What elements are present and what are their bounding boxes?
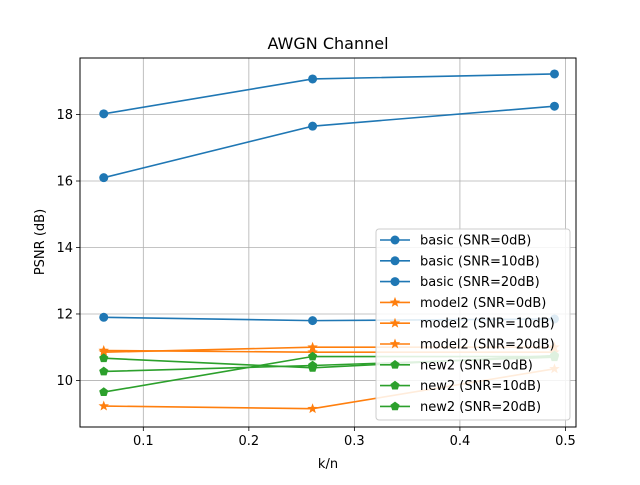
legend-entry: new2 (SNR=20dB) xyxy=(380,400,541,415)
y-tick-label: 12 xyxy=(56,307,73,322)
data-point xyxy=(390,235,400,245)
legend-entry: basic (SNR=10dB) xyxy=(380,254,540,269)
data-point xyxy=(307,403,318,414)
data-point xyxy=(308,121,318,131)
legend-box xyxy=(375,228,571,421)
data-point xyxy=(307,341,318,352)
legend-entry: model2 (SNR=10dB) xyxy=(380,317,555,332)
y-tick-label: 16 xyxy=(56,175,73,190)
legend-entry: new2 (SNR=0dB) xyxy=(380,358,533,373)
data-point xyxy=(98,400,109,411)
chart-title: AWGN Channel xyxy=(267,34,388,53)
data-point xyxy=(99,109,109,119)
data-point xyxy=(308,351,318,361)
legend-entry: new2 (SNR=10dB) xyxy=(380,379,541,394)
series xyxy=(99,101,559,183)
legend-entry: basic (SNR=0dB) xyxy=(380,234,531,249)
data-point xyxy=(390,401,400,411)
ticks: 0.1 0.2 0.3 0.4 0.5 10 12 14 16 18 xyxy=(56,108,575,449)
y-tick-label: 10 xyxy=(56,374,73,389)
legend: basic (SNR=0dB) basic (SNR=10dB) basic (SN… xyxy=(375,228,571,421)
data-point xyxy=(389,296,401,307)
series xyxy=(99,69,559,119)
legend-entry: basic (SNR=20dB) xyxy=(380,275,540,290)
legend-label: basic (SNR=20dB) xyxy=(420,275,540,290)
y-axis-label: PSNR (dB) xyxy=(33,209,48,275)
y-tick-label: 18 xyxy=(56,108,73,123)
data-point xyxy=(99,353,109,363)
legend-label: model2 (SNR=10dB) xyxy=(420,317,555,332)
legend-label: new2 (SNR=10dB) xyxy=(420,379,541,394)
data-point xyxy=(308,363,318,372)
data-point xyxy=(308,74,318,84)
legend-label: new2 (SNR=0dB) xyxy=(420,358,533,373)
plot-frame xyxy=(79,57,577,428)
data-point xyxy=(390,380,400,390)
data-point xyxy=(99,312,109,322)
legend-label: model2 (SNR=20dB) xyxy=(420,338,555,353)
x-tick-label: 0.2 xyxy=(239,434,260,449)
legend-entry: model2 (SNR=0dB) xyxy=(380,296,546,311)
data-point xyxy=(549,69,559,79)
x-tick-label: 0.3 xyxy=(344,434,365,449)
legend-label: basic (SNR=0dB) xyxy=(420,234,531,249)
x-tick-label: 0.1 xyxy=(133,434,154,449)
legend-label: basic (SNR=10dB) xyxy=(420,254,540,269)
data-point xyxy=(308,316,318,326)
legend-label: model2 (SNR=0dB) xyxy=(420,296,546,311)
x-tick-label: 0.5 xyxy=(555,434,576,449)
data-point xyxy=(389,317,401,328)
x-tick-label: 0.4 xyxy=(450,434,471,449)
data-point xyxy=(389,338,401,349)
legend-entry: model2 (SNR=20dB) xyxy=(380,338,555,353)
y-tick-label: 14 xyxy=(56,241,73,256)
data-point xyxy=(549,101,559,111)
legend-label: new2 (SNR=20dB) xyxy=(420,400,541,415)
data-point xyxy=(99,173,109,183)
data-point xyxy=(99,387,109,396)
data-point xyxy=(98,345,109,355)
data-point xyxy=(390,360,400,369)
data-point xyxy=(307,346,318,357)
x-axis-label: k/n xyxy=(318,457,338,472)
data-point xyxy=(390,256,400,266)
data-point xyxy=(390,277,400,287)
data-point xyxy=(99,366,109,376)
